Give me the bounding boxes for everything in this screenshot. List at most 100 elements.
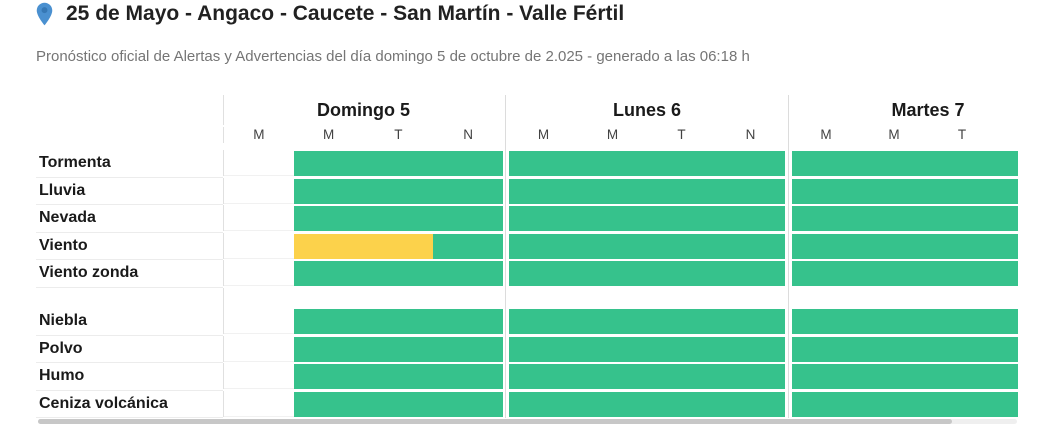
day-cells [509,178,785,204]
alert-cell-green [792,233,1018,259]
day-divider-line [502,205,509,233]
day-header-row: Domingo 5 Lunes 6 Martes 7 [36,95,1018,127]
location-pin-icon [36,2,53,26]
row-label: Viento [36,233,223,260]
day-group [792,178,1018,204]
alert-cell-yellow [293,233,434,259]
day-cells [509,233,785,259]
alert-cell-green [792,309,1018,334]
day-divider-line [502,127,509,150]
subcol-label: M [253,127,265,142]
alert-cell-green [509,178,785,204]
day-group [223,232,503,259]
day-divider-line [502,177,509,206]
subcol-label: T [394,127,403,142]
day-group [223,390,503,417]
day-header: Domingo 5 [317,100,410,120]
day-divider-line [785,335,792,364]
h-scrollbar-thumb[interactable] [38,419,952,424]
day-divider-line [785,95,792,127]
day-group [509,336,785,362]
alert-cell-green [509,309,785,334]
day-cells [509,260,785,286]
day-group [223,150,503,176]
day-group [792,288,1018,309]
day-cells [224,178,503,204]
day-group [509,260,785,286]
day-group [223,287,502,308]
subcol-label: T [677,127,686,142]
day-divider-line [785,287,792,309]
day-group [792,205,1018,231]
alert-cell-green [293,151,503,176]
day-group [509,363,785,389]
alert-cell-green [293,391,503,417]
alert-cell-green [792,364,1018,389]
day-group [509,308,785,334]
subcol-label: T [957,127,967,142]
subcol-label: M [537,127,550,142]
row-group-gap [36,287,1018,309]
day-divider-line [785,363,792,391]
day-cells [792,260,1018,286]
day-divider-line [502,260,509,288]
subcol-label: M [323,127,335,142]
day-header: Lunes 6 [612,100,682,120]
row-label: Humo [36,363,223,391]
row-label: Tormenta [36,150,223,178]
day-divider-line [502,95,509,127]
day-group [792,260,1018,286]
day-group [509,288,785,309]
day-group [509,150,785,176]
day-cells [224,233,503,259]
day-cells [792,336,1018,362]
day-group [792,363,1018,389]
forecast-row: Polvo [36,335,1018,364]
day-divider-line [785,177,792,206]
alert-cell-empty [224,392,294,417]
alert-cell-green [509,364,785,389]
day-group: Domingo 5 [223,95,502,125]
alert-cell-green [509,261,785,286]
alert-cell-green [433,233,503,259]
alert-cell-green [509,151,785,176]
alert-cell-green [293,309,503,334]
alert-cell-green [509,233,785,259]
row-label: Viento zonda [36,260,223,288]
alert-cell-green [792,261,1018,286]
day-header: Martes 7 [891,100,965,120]
day-group [223,205,503,231]
day-group [509,233,785,259]
day-cells [792,205,1018,231]
day-divider-line [502,150,509,178]
alert-cell-empty [224,206,294,231]
day-cells [224,363,503,389]
day-group: Martes 7 [792,95,1018,125]
forecast-row: Humo [36,363,1018,391]
day-cells [792,233,1018,259]
day-divider-line [502,335,509,364]
day-cells [792,178,1018,204]
day-group [792,150,1018,176]
day-group [223,260,503,286]
subcol-label: M [820,127,832,142]
day-cells [509,391,785,417]
day-divider-line [785,308,792,336]
day-group [223,308,503,334]
day-group [792,308,1018,334]
alert-cell-green [293,206,503,231]
alert-cell-green [509,336,785,362]
day-group [509,391,785,417]
day-group [792,336,1018,362]
day-cells [792,391,1018,417]
day-divider-line [785,127,792,150]
h-scrollbar[interactable] [38,419,1017,424]
day-divider-line [785,390,792,419]
forecast-row: Viento zonda [36,260,1018,288]
day-cells [224,391,503,417]
day-group [223,177,503,204]
